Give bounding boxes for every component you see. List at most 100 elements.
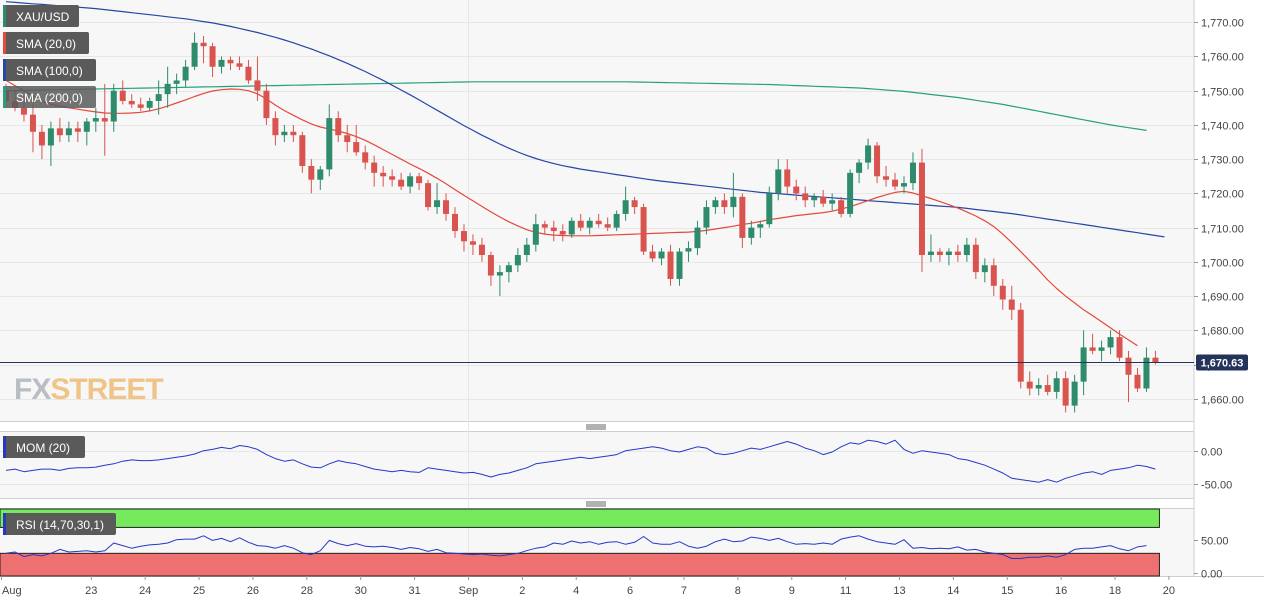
candle bbox=[595, 213, 602, 228]
candle-body bbox=[883, 176, 890, 180]
x-tick-label: 20 bbox=[1163, 585, 1175, 597]
candle bbox=[227, 56, 234, 71]
candle-body bbox=[586, 220, 593, 228]
x-tick-label: 26 bbox=[247, 585, 259, 597]
candle bbox=[820, 189, 827, 208]
price-y-tick-label: 1,730.00 bbox=[1201, 155, 1244, 167]
candle bbox=[703, 200, 710, 235]
candle bbox=[559, 224, 566, 242]
candle-body bbox=[137, 104, 144, 108]
candle-body bbox=[362, 152, 369, 163]
candle-body bbox=[981, 265, 988, 273]
candle bbox=[694, 220, 701, 255]
x-tick-label: Sep bbox=[459, 585, 479, 597]
candle bbox=[1017, 302, 1024, 389]
candle-body bbox=[811, 196, 818, 201]
candle-body bbox=[128, 100, 135, 105]
candle-body bbox=[101, 118, 108, 122]
candle bbox=[317, 166, 324, 190]
candle-body bbox=[1134, 374, 1141, 389]
x-tick-label: 25 bbox=[193, 585, 205, 597]
x-tick-label: 2 bbox=[519, 585, 525, 597]
x-tick-label: 11 bbox=[840, 585, 851, 597]
x-tick-label: 15 bbox=[1001, 585, 1013, 597]
rsi-y-tick-label: 50.00 bbox=[1201, 536, 1229, 548]
x-tick-label: 18 bbox=[1109, 585, 1121, 597]
candle bbox=[505, 261, 512, 283]
candle bbox=[326, 104, 333, 177]
candle bbox=[829, 193, 836, 211]
candle-body bbox=[146, 100, 153, 108]
price-y-tick-label: 1,720.00 bbox=[1201, 189, 1244, 201]
candle-body bbox=[640, 207, 647, 252]
candle bbox=[200, 35, 207, 64]
candle bbox=[1098, 340, 1105, 362]
candle bbox=[191, 32, 198, 71]
candle bbox=[622, 186, 629, 221]
candle bbox=[496, 265, 503, 297]
candle bbox=[29, 104, 36, 153]
candle-body bbox=[856, 162, 863, 173]
candle bbox=[874, 142, 881, 184]
legend-rsi[interactable]: RSI (14,70,30,1) bbox=[3, 513, 116, 535]
candle-body bbox=[550, 227, 557, 232]
candle bbox=[209, 42, 216, 78]
candle-body bbox=[739, 196, 746, 238]
candle bbox=[164, 66, 171, 108]
candle bbox=[272, 111, 279, 146]
x-tick-label: 6 bbox=[627, 585, 633, 597]
candle-body bbox=[74, 128, 81, 132]
legend-sma200[interactable]: SMA (200,0) bbox=[3, 86, 96, 108]
candle bbox=[236, 56, 243, 71]
candle-body bbox=[1008, 299, 1015, 310]
x-tick-label: 24 bbox=[139, 585, 151, 597]
candle bbox=[658, 248, 665, 266]
legend-sma100-label: SMA (100,0) bbox=[16, 64, 83, 78]
candle bbox=[83, 118, 90, 146]
candle-body bbox=[487, 254, 494, 276]
rsi-overbought-zone bbox=[0, 508, 1160, 528]
candle-body bbox=[694, 227, 701, 249]
candle bbox=[550, 220, 557, 242]
candle bbox=[847, 169, 854, 218]
candle bbox=[362, 145, 369, 170]
candle-body bbox=[766, 193, 773, 225]
candle-body bbox=[1152, 357, 1159, 363]
mom-line bbox=[5, 439, 1156, 483]
candle-body bbox=[469, 241, 476, 245]
candle-body bbox=[568, 220, 575, 235]
x-tick-label: 4 bbox=[573, 585, 579, 597]
candle-body bbox=[909, 162, 916, 184]
candle-body bbox=[936, 251, 943, 255]
candle bbox=[425, 179, 432, 211]
candle bbox=[604, 217, 611, 232]
mom-y-tick-label: 0.00 bbox=[1201, 447, 1222, 459]
candle bbox=[1071, 374, 1078, 413]
candle-body bbox=[65, 128, 72, 136]
candle bbox=[254, 56, 261, 101]
candle-body bbox=[514, 254, 521, 266]
legend-mom[interactable]: MOM (20) bbox=[3, 436, 85, 458]
pane-resize-handle-2[interactable] bbox=[586, 501, 606, 507]
candle-body bbox=[308, 166, 315, 180]
candle-body bbox=[757, 224, 764, 228]
legend-xauusd[interactable]: XAU/USD bbox=[3, 5, 79, 27]
candle bbox=[856, 159, 863, 184]
candle-body bbox=[784, 169, 791, 187]
candle bbox=[541, 220, 548, 235]
candle bbox=[523, 237, 530, 262]
candle bbox=[263, 83, 270, 125]
candle-body bbox=[622, 200, 629, 214]
x-tick-label: 13 bbox=[893, 585, 905, 597]
candle bbox=[838, 196, 845, 218]
candle bbox=[290, 124, 297, 143]
candle-body bbox=[407, 176, 414, 187]
legend-sma20[interactable]: SMA (20,0) bbox=[3, 32, 89, 54]
candle bbox=[1143, 347, 1150, 392]
candle-body bbox=[901, 183, 907, 187]
candle-body bbox=[236, 63, 243, 67]
candle bbox=[1134, 367, 1141, 392]
pane-resize-handle-1[interactable] bbox=[586, 424, 606, 430]
x-tick-label: 14 bbox=[947, 585, 959, 597]
legend-sma100[interactable]: SMA (100,0) bbox=[3, 59, 96, 81]
